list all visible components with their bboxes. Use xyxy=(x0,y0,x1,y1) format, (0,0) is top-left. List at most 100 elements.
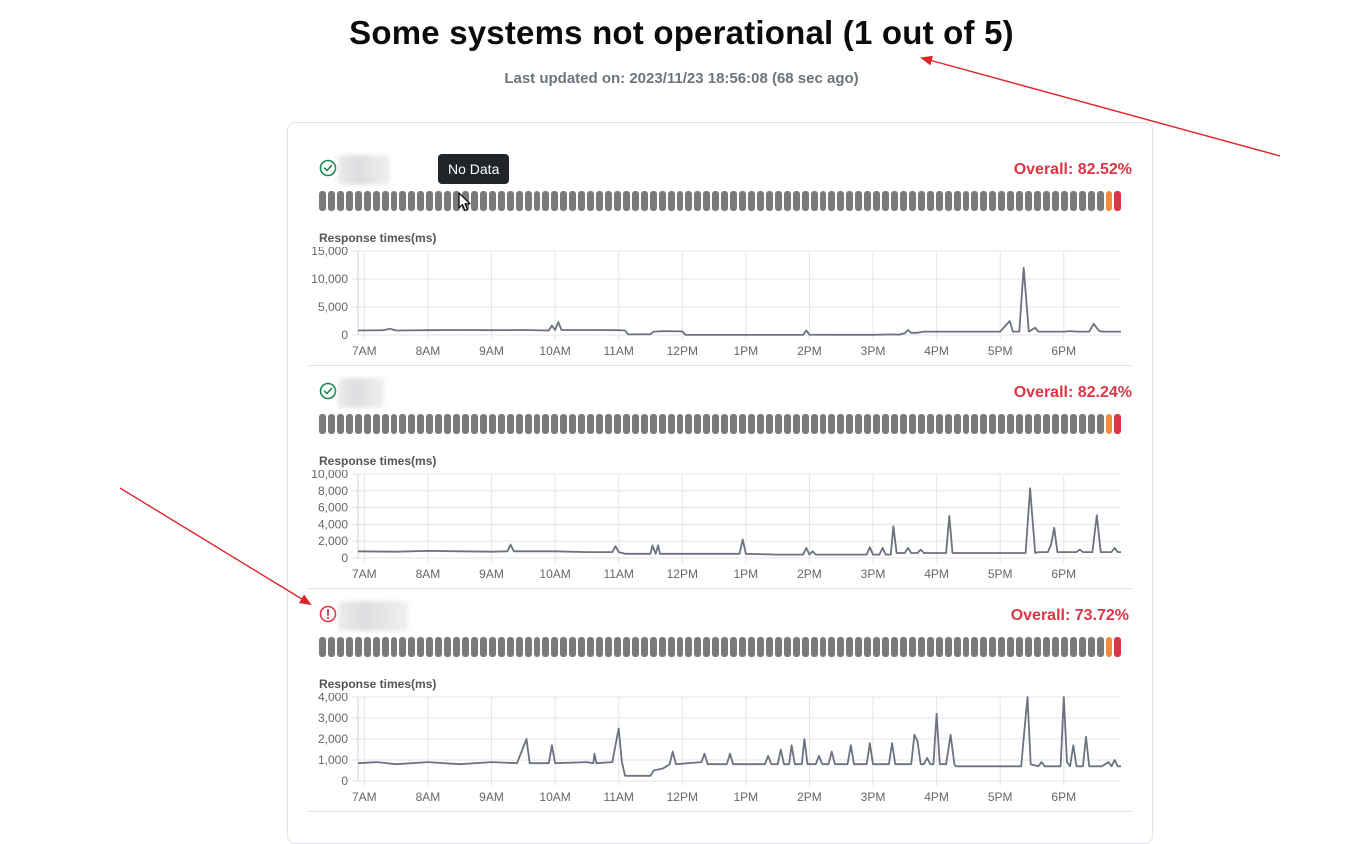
uptime-day-bar[interactable] xyxy=(524,191,532,211)
uptime-day-bar[interactable] xyxy=(417,637,425,657)
uptime-day-bar[interactable] xyxy=(908,191,916,211)
uptime-day-bar[interactable] xyxy=(631,191,639,211)
uptime-day-bar[interactable] xyxy=(1007,191,1015,211)
uptime-day-bar[interactable] xyxy=(551,191,559,211)
uptime-day-bar[interactable] xyxy=(1078,191,1086,211)
uptime-day-bar[interactable] xyxy=(1105,637,1113,657)
uptime-day-bar[interactable] xyxy=(765,191,773,211)
uptime-day-bar[interactable] xyxy=(1069,414,1077,434)
uptime-day-bar[interactable] xyxy=(399,637,407,657)
uptime-day-bar[interactable] xyxy=(810,637,818,657)
uptime-day-bar[interactable] xyxy=(640,637,648,657)
uptime-day-bar[interactable] xyxy=(587,414,595,434)
uptime-day-bar[interactable] xyxy=(649,414,657,434)
uptime-day-bar[interactable] xyxy=(488,637,496,657)
uptime-day-bar[interactable] xyxy=(470,414,478,434)
uptime-day-bar[interactable] xyxy=(935,637,943,657)
uptime-day-bar[interactable] xyxy=(497,414,505,434)
uptime-day-bar[interactable] xyxy=(533,637,541,657)
uptime-day-bar[interactable] xyxy=(542,414,550,434)
uptime-day-bar[interactable] xyxy=(953,637,961,657)
uptime-day-bar[interactable] xyxy=(953,414,961,434)
uptime-day-bar[interactable] xyxy=(864,637,872,657)
uptime-day-bar[interactable] xyxy=(837,414,845,434)
uptime-day-bar[interactable] xyxy=(435,191,443,211)
uptime-day-bar[interactable] xyxy=(658,191,666,211)
uptime-day-bar[interactable] xyxy=(917,414,925,434)
uptime-day-bar[interactable] xyxy=(569,637,577,657)
uptime-day-bar[interactable] xyxy=(792,637,800,657)
uptime-day-bar[interactable] xyxy=(685,637,693,657)
uptime-day-bar[interactable] xyxy=(381,414,389,434)
uptime-day-bar[interactable] xyxy=(748,637,755,657)
uptime-day-bar[interactable] xyxy=(319,637,326,657)
uptime-day-bar[interactable] xyxy=(819,191,827,211)
uptime-day-bar[interactable] xyxy=(765,637,773,657)
uptime-day-bar[interactable] xyxy=(962,637,970,657)
uptime-day-bar[interactable] xyxy=(319,414,326,434)
uptime-day-bar[interactable] xyxy=(605,414,612,434)
uptime-day-bar[interactable] xyxy=(917,637,925,657)
uptime-day-bar[interactable] xyxy=(1096,414,1104,434)
uptime-day-bar[interactable] xyxy=(694,414,702,434)
uptime-day-bar[interactable] xyxy=(470,191,478,211)
uptime-day-bar[interactable] xyxy=(479,637,487,657)
uptime-day-bar[interactable] xyxy=(756,637,764,657)
uptime-day-bar[interactable] xyxy=(354,414,362,434)
uptime-day-bar[interactable] xyxy=(712,414,720,434)
uptime-day-bar[interactable] xyxy=(774,414,782,434)
uptime-day-bar[interactable] xyxy=(1007,637,1015,657)
uptime-day-bar[interactable] xyxy=(524,414,532,434)
uptime-day-bar[interactable] xyxy=(774,637,782,657)
uptime-day-bar[interactable] xyxy=(381,191,389,211)
uptime-day-bar[interactable] xyxy=(345,414,353,434)
uptime-day-bar[interactable] xyxy=(891,414,898,434)
uptime-day-bar[interactable] xyxy=(971,414,979,434)
uptime-day-bar[interactable] xyxy=(980,191,988,211)
uptime-day-bar[interactable] xyxy=(390,637,398,657)
uptime-day-bar[interactable] xyxy=(363,637,371,657)
uptime-day-bar[interactable] xyxy=(873,414,881,434)
uptime-day-bar[interactable] xyxy=(944,637,952,657)
uptime-day-bar[interactable] xyxy=(372,414,380,434)
uptime-day-bar[interactable] xyxy=(345,191,353,211)
uptime-day-bar[interactable] xyxy=(1096,637,1104,657)
uptime-day-bar[interactable] xyxy=(613,191,621,211)
uptime-day-bar[interactable] xyxy=(748,191,755,211)
uptime-day-bar[interactable] xyxy=(837,191,845,211)
uptime-day-bar[interactable] xyxy=(935,191,943,211)
uptime-day-bar[interactable] xyxy=(640,191,648,211)
uptime-day-bar[interactable] xyxy=(327,191,335,211)
uptime-day-bar[interactable] xyxy=(1114,637,1122,657)
uptime-day-bar[interactable] xyxy=(444,191,452,211)
uptime-day-bar[interactable] xyxy=(739,191,746,211)
uptime-day-bar[interactable] xyxy=(989,414,997,434)
uptime-day-bar[interactable] xyxy=(998,414,1006,434)
uptime-day-bar[interactable] xyxy=(533,414,541,434)
uptime-day-bar[interactable] xyxy=(1105,191,1113,211)
uptime-day-bar[interactable] xyxy=(506,637,514,657)
uptime-day-bar[interactable] xyxy=(515,414,523,434)
uptime-day-bar[interactable] xyxy=(899,637,907,657)
uptime-day-bar[interactable] xyxy=(354,637,362,657)
uptime-day-bar[interactable] xyxy=(1060,414,1068,434)
uptime-day-bar[interactable] xyxy=(622,191,630,211)
uptime-day-bar[interactable] xyxy=(748,414,755,434)
uptime-day-bar[interactable] xyxy=(855,191,863,211)
uptime-day-bar[interactable] xyxy=(497,637,505,657)
uptime-day-bar[interactable] xyxy=(658,414,666,434)
uptime-day-bar[interactable] xyxy=(721,191,729,211)
uptime-day-bar[interactable] xyxy=(792,414,800,434)
uptime-day-bar[interactable] xyxy=(417,191,425,211)
uptime-day-bar[interactable] xyxy=(685,414,693,434)
uptime-day-bar[interactable] xyxy=(1087,637,1095,657)
uptime-day-bar[interactable] xyxy=(703,637,711,657)
uptime-day-bar[interactable] xyxy=(417,414,425,434)
uptime-day-bar[interactable] xyxy=(605,637,612,657)
uptime-day-bar[interactable] xyxy=(801,637,809,657)
uptime-day-bar[interactable] xyxy=(479,414,487,434)
uptime-day-bar[interactable] xyxy=(542,637,550,657)
uptime-day-bar[interactable] xyxy=(783,414,791,434)
uptime-day-bar[interactable] xyxy=(497,191,505,211)
uptime-day-bar[interactable] xyxy=(882,414,889,434)
